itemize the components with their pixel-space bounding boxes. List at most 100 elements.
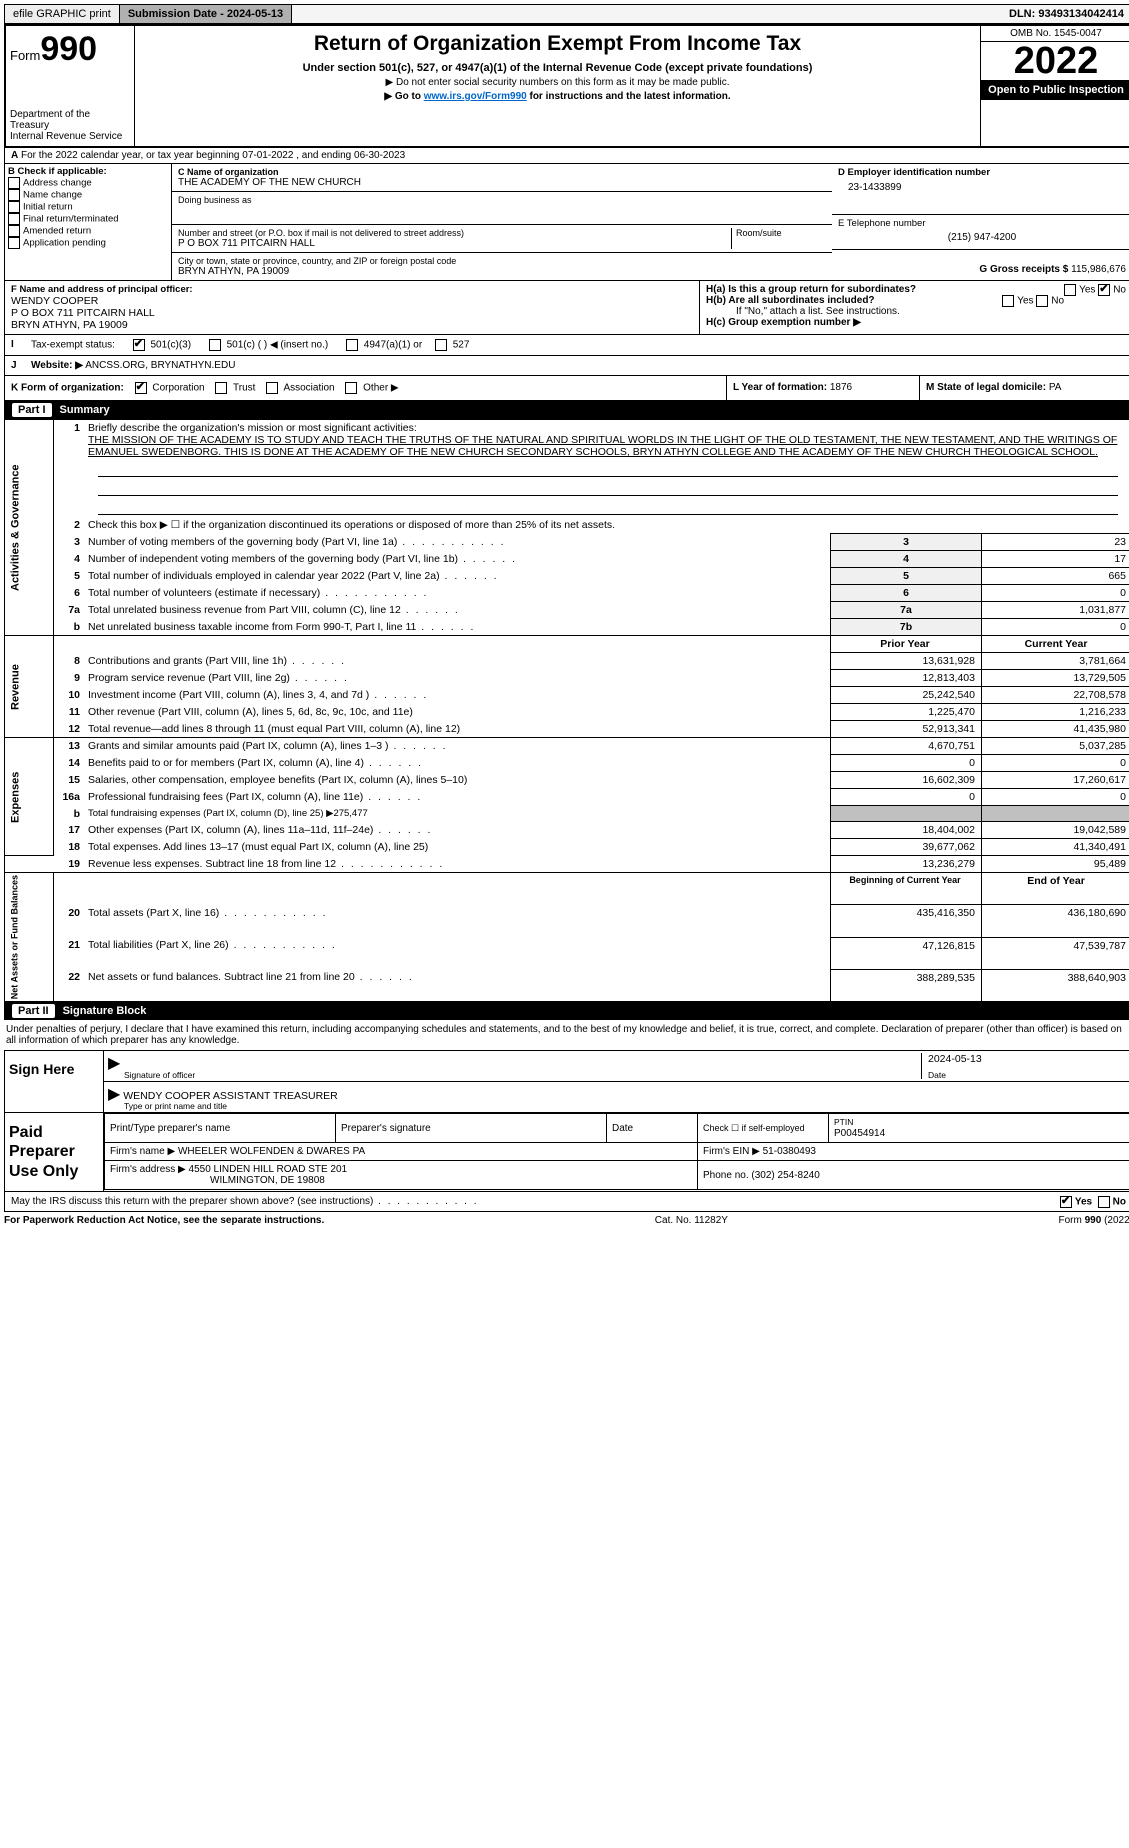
hb-line: H(b) Are all subordinates included? Yes … (706, 295, 1126, 306)
l16a: Professional fundraising fees (Part IX, … (84, 789, 831, 806)
form-number: 990 (40, 30, 97, 68)
blank-line (98, 500, 1118, 515)
irs-link[interactable]: www.irs.gov/Form990 (424, 91, 527, 102)
cb-527[interactable] (435, 339, 447, 351)
v6: 0 (982, 585, 1129, 602)
firm-phone: (302) 254-8240 (751, 1170, 819, 1181)
dba-label: Doing business as (178, 195, 826, 205)
sign-here-label: Sign Here (5, 1051, 104, 1112)
v7b: 0 (982, 619, 1129, 636)
cb-501c3[interactable] (133, 339, 145, 351)
hc-line: H(c) Group exemption number ▶ (706, 317, 1126, 328)
cb-assoc[interactable] (266, 382, 278, 394)
b-label: B Check if applicable: (8, 166, 168, 177)
l20: Total assets (Part X, line 16) (84, 905, 831, 937)
summary-table: Activities & Governance 1 Briefly descri… (4, 419, 1129, 1002)
cb-ha-yes[interactable] (1064, 284, 1076, 296)
l1-label: Briefly describe the organization's miss… (88, 422, 417, 434)
cb-trust[interactable] (215, 382, 227, 394)
begin-hdr: Beginning of Current Year (831, 873, 982, 905)
cb-corp[interactable] (135, 382, 147, 394)
vert-revenue: Revenue (5, 636, 54, 738)
top-bar: efile GRAPHIC print Submission Date - 20… (4, 4, 1129, 24)
v7a: 1,031,877 (982, 602, 1129, 619)
signature-section: Sign Here ▶ Signature of officer 2024-05… (4, 1050, 1129, 1113)
arrow-icon: ▶ (108, 1086, 120, 1103)
year-formation: 1876 (830, 382, 852, 393)
cb-address-change[interactable] (8, 177, 20, 189)
vert-netassets: Net Assets or Fund Balances (5, 873, 54, 1002)
prep-sig-hdr: Preparer's signature (336, 1114, 607, 1143)
l10: Investment income (Part VIII, column (A)… (84, 687, 831, 704)
l22: Net assets or fund balances. Subtract li… (84, 969, 831, 1001)
cb-4947[interactable] (346, 339, 358, 351)
city: BRYN ATHYN, PA 19009 (178, 266, 826, 277)
l15: Salaries, other compensation, employee b… (84, 772, 831, 789)
l16b: Total fundraising expenses (Part IX, col… (84, 806, 831, 822)
cb-other[interactable] (345, 382, 357, 394)
pra-notice: For Paperwork Reduction Act Notice, see … (4, 1215, 324, 1226)
l11: Other revenue (Part VIII, column (A), li… (84, 704, 831, 721)
l21: Total liabilities (Part X, line 26) (84, 937, 831, 969)
type-name-label: Type or print name and title (124, 1101, 227, 1111)
v5: 665 (982, 568, 1129, 585)
city-label: City or town, state or province, country… (178, 256, 826, 266)
cb-ha-no[interactable] (1098, 284, 1110, 296)
l19: Revenue less expenses. Subtract line 18 … (84, 856, 831, 873)
firm-name: WHEELER WOLFENDEN & DWARES PA (178, 1146, 365, 1157)
tax-year: 2022 (981, 42, 1129, 80)
l7b: Net unrelated business taxable income fr… (84, 619, 831, 636)
cat-no: Cat. No. 11282Y (655, 1215, 728, 1226)
cb-app-pending[interactable] (8, 237, 20, 249)
cb-501c[interactable] (209, 339, 221, 351)
firm-ein: 51-0380493 (763, 1146, 816, 1157)
goto-note: ▶ Go to www.irs.gov/Form990 for instruct… (145, 91, 970, 102)
paid-preparer-label: Paid Preparer Use Only (5, 1113, 104, 1191)
mission-text: THE MISSION OF THE ACADEMY IS TO STUDY A… (88, 434, 1117, 458)
c-label: C Name of organization (178, 167, 826, 177)
cb-discuss-yes[interactable] (1060, 1196, 1072, 1208)
cb-discuss-no[interactable] (1098, 1196, 1110, 1208)
l4: Number of independent voting members of … (84, 551, 831, 568)
state-domicile: PA (1049, 382, 1062, 393)
header-info-block: B Check if applicable: Address change Na… (4, 164, 1129, 281)
room-suite: Room/suite (731, 228, 826, 249)
officer-city: BRYN ATHYN, PA 19009 (11, 319, 693, 331)
date-label: Date (928, 1070, 946, 1080)
blank-line (98, 462, 1118, 477)
irs-label: Internal Revenue Service (10, 131, 130, 142)
vert-expenses: Expenses (5, 738, 54, 856)
form-subtitle: Under section 501(c), 527, or 4947(a)(1)… (145, 62, 970, 74)
form-word: Form (10, 48, 40, 63)
org-name: THE ACADEMY OF THE NEW CHURCH (178, 177, 826, 188)
ha-line: H(a) Is this a group return for subordin… (706, 284, 1126, 295)
current-year-hdr: Current Year (982, 636, 1129, 653)
paid-preparer-section: Paid Preparer Use Only Print/Type prepar… (4, 1113, 1129, 1192)
cb-hb-yes[interactable] (1002, 295, 1014, 307)
blank-line (98, 481, 1118, 496)
firm-addr: 4550 LINDEN HILL ROAD STE 201 (189, 1164, 348, 1175)
cb-initial-return[interactable] (8, 201, 20, 213)
ein: 23-1433899 (838, 178, 1126, 193)
l2: Check this box ▶ ☐ if the organization d… (84, 517, 1129, 534)
self-employed: Check ☐ if self-employed (698, 1114, 829, 1143)
l14: Benefits paid to or for members (Part IX… (84, 755, 831, 772)
officer-name: WENDY COOPER (11, 295, 693, 307)
part1-header: Part ISummary (4, 401, 1129, 419)
addr: P O BOX 711 PITCAIRN HALL (178, 238, 731, 249)
col-b-checkboxes: B Check if applicable: Address change Na… (5, 164, 172, 280)
cb-name-change[interactable] (8, 189, 20, 201)
prep-name-hdr: Print/Type preparer's name (105, 1114, 336, 1143)
prep-date-hdr: Date (607, 1114, 698, 1143)
dln: DLN: 93493134042414 (1001, 5, 1129, 23)
vert-activities: Activities & Governance (5, 420, 54, 636)
form-title: Return of Organization Exempt From Incom… (145, 32, 970, 56)
open-to-public: Open to Public Inspection (981, 80, 1129, 100)
cb-amended[interactable] (8, 225, 20, 237)
cb-hb-no[interactable] (1036, 295, 1048, 307)
cb-final-return[interactable] (8, 213, 20, 225)
efile-badge: efile GRAPHIC print (5, 5, 120, 23)
form-label: Form990 (10, 30, 130, 69)
f-label: F Name and address of principal officer: (11, 284, 693, 295)
l12: Total revenue—add lines 8 through 11 (mu… (84, 721, 831, 738)
